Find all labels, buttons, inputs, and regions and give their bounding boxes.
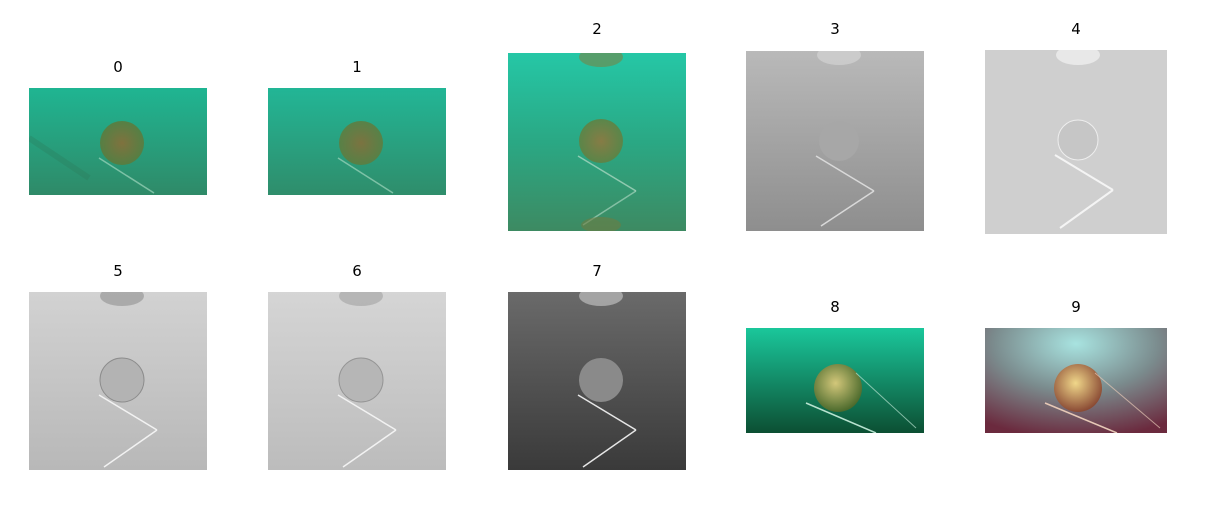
panel-label: 6 bbox=[352, 262, 362, 280]
panel-image bbox=[29, 292, 207, 470]
panel-label: 1 bbox=[352, 58, 362, 76]
panel-label: 4 bbox=[1071, 20, 1081, 38]
panel-image bbox=[746, 328, 924, 433]
panel-2: 2 bbox=[508, 20, 686, 235]
panel-label: 2 bbox=[592, 20, 602, 38]
panel-label: 5 bbox=[113, 262, 123, 280]
panel-image bbox=[29, 88, 207, 195]
panel-5: 5 bbox=[29, 262, 207, 472]
panel-4: 4 bbox=[985, 20, 1167, 235]
panel-label: 7 bbox=[592, 262, 602, 280]
panel-0: 0 bbox=[29, 58, 207, 198]
panel-3: 3 bbox=[746, 20, 924, 235]
panel-label: 8 bbox=[830, 298, 840, 316]
panel-image bbox=[985, 50, 1167, 234]
panel-label: 0 bbox=[113, 58, 123, 76]
panel-7: 7 bbox=[508, 262, 686, 472]
panel-image bbox=[746, 51, 924, 231]
panel-1: 1 bbox=[268, 58, 446, 198]
panel-6: 6 bbox=[268, 262, 446, 472]
panel-image bbox=[268, 292, 446, 470]
panel-9: 9 bbox=[985, 298, 1167, 438]
panel-8: 8 bbox=[746, 298, 924, 438]
panel-image bbox=[985, 328, 1167, 433]
panel-image bbox=[508, 292, 686, 470]
panel-image bbox=[508, 53, 686, 231]
panel-label: 3 bbox=[830, 20, 840, 38]
panel-image bbox=[268, 88, 446, 195]
panel-label: 9 bbox=[1071, 298, 1081, 316]
